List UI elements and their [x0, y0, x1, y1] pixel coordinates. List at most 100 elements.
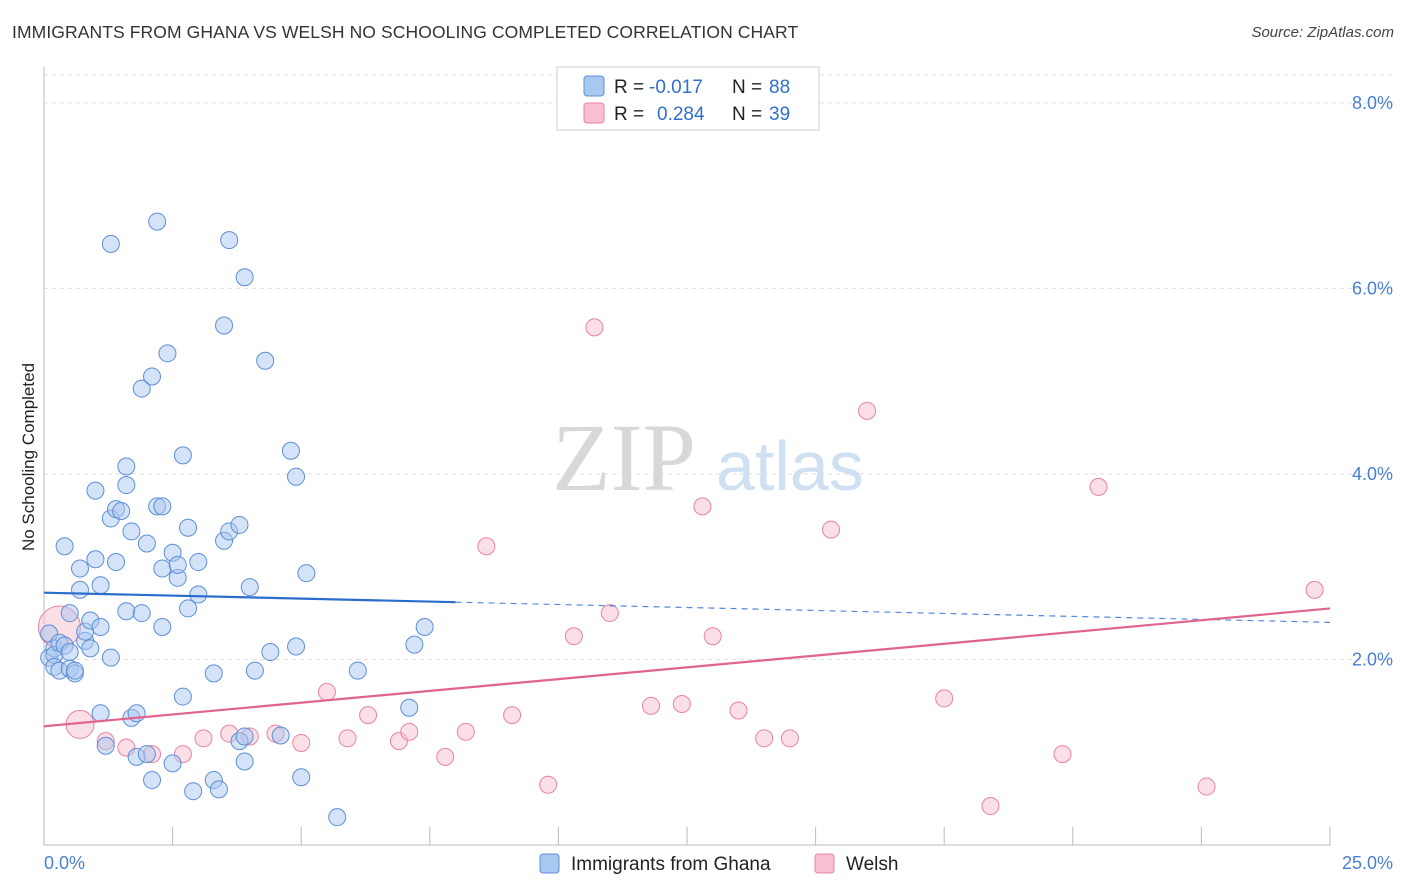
legend-label-ghana[interactable]: Immigrants from Ghana — [571, 854, 771, 875]
ghana-point-80 — [287, 467, 306, 486]
gridlines — [44, 74, 1393, 660]
welsh-point-18 — [477, 537, 496, 556]
ghana-point-34 — [117, 602, 136, 621]
ghana-point-25 — [96, 736, 115, 755]
ghana-point-61 — [189, 553, 208, 572]
x-tick-label-min: 0.0% — [44, 853, 85, 873]
ghana-point-20 — [86, 481, 105, 500]
stats-r-label-1: R = — [614, 77, 644, 98]
welsh-point-20 — [539, 775, 558, 794]
welsh-point-17 — [456, 722, 475, 741]
source-credit: Source: ZipAtlas.com — [1251, 24, 1394, 41]
welsh-point-37 — [1197, 777, 1216, 796]
ghana-point-76 — [256, 351, 275, 370]
ghana-point-58 — [179, 518, 198, 537]
chart-title: IMMIGRANTS FROM GHANA VS WELSH NO SCHOOL… — [12, 22, 799, 42]
welsh-point-24 — [641, 696, 660, 715]
ghana-point-19 — [81, 639, 100, 658]
ghana-point-15 — [71, 580, 90, 599]
welsh-point-28 — [729, 701, 748, 720]
legend-swatch-welsh[interactable] — [814, 853, 835, 874]
ghana-point-27 — [101, 234, 120, 253]
stats-legend: R = -0.017 N = 88 R = 0.284 N = 39 — [556, 66, 820, 131]
ghana-point-28 — [101, 648, 120, 667]
ghana-point-65 — [215, 316, 234, 335]
ghana-point-41 — [137, 534, 156, 553]
welsh-point-29 — [755, 729, 774, 748]
welsh-point-22 — [585, 318, 604, 337]
ghana-point-9 — [60, 643, 79, 662]
ghana-point-10 — [60, 604, 79, 623]
welsh-trend-line — [43, 607, 1331, 728]
ghana-trend-dashed — [455, 601, 1331, 623]
ghana-point-68 — [220, 231, 239, 250]
ghana-point-32 — [117, 476, 136, 495]
stats-r-value-1: -0.017 — [649, 77, 703, 98]
ghana-point-50 — [158, 344, 177, 363]
ghana-trend-solid — [43, 591, 456, 604]
welsh-point-6 — [194, 729, 213, 748]
ghana-point-22 — [91, 617, 110, 636]
ghana-point-79 — [281, 441, 300, 460]
legend-swatch-ghana[interactable] — [539, 853, 560, 874]
ghana-point-56 — [173, 687, 192, 706]
ghana-point-39 — [132, 379, 151, 398]
welsh-point-26 — [693, 497, 712, 516]
welsh-point-36 — [1089, 477, 1108, 496]
series-legend: Immigrants from Ghana Welsh — [539, 853, 898, 875]
y-tick-labels: 2.0% 4.0% 6.0% 8.0% — [1352, 93, 1393, 670]
ghana-point-14 — [71, 559, 90, 578]
welsh-point-21 — [564, 627, 583, 646]
ghana-point-64 — [209, 780, 228, 799]
stats-r-label-2: R = — [614, 104, 644, 125]
y-tick-label-3: 8.0% — [1352, 93, 1393, 113]
x-tick-label-max: 25.0% — [1342, 853, 1393, 873]
y-axis-label: No Schooling Completed — [19, 363, 38, 551]
ghana-point-57 — [179, 599, 198, 618]
watermark-atlas: atlas — [716, 427, 864, 505]
welsh-point-16 — [436, 747, 455, 766]
stats-swatch-blue — [583, 75, 605, 97]
ghana-point-29 — [107, 553, 126, 572]
stats-swatch-pink — [583, 102, 605, 124]
ghana-point-82 — [292, 768, 311, 787]
y-tick-label-0: 2.0% — [1352, 649, 1393, 669]
ghana-point-40 — [132, 604, 151, 623]
ghana-point-59 — [184, 782, 203, 801]
ghana-point-48 — [153, 497, 172, 516]
ghana-point-24 — [91, 576, 110, 595]
axes — [43, 67, 1331, 846]
ghana-point-55 — [173, 446, 192, 465]
welsh-point-23 — [600, 604, 619, 623]
ghana-point-77 — [261, 643, 280, 662]
ghana-points — [40, 212, 434, 827]
ghana-point-70 — [230, 515, 249, 534]
legend-label-welsh[interactable]: Welsh — [846, 854, 898, 875]
welsh-point-30 — [780, 729, 799, 748]
welsh-point-38 — [1305, 580, 1324, 599]
ghana-point-78 — [271, 726, 290, 745]
stats-r-value-2: 0.284 — [657, 104, 705, 125]
watermark-zip: ZIP — [552, 404, 696, 511]
welsh-points — [37, 318, 1324, 816]
ghana-point-54 — [168, 555, 187, 574]
ghana-point-8 — [55, 537, 74, 556]
ghana-point-46 — [148, 212, 167, 231]
ghana-point-52 — [163, 754, 182, 773]
ghana-point-49 — [153, 617, 172, 636]
ghana-point-85 — [348, 661, 367, 680]
welsh-point-25 — [672, 694, 691, 713]
ghana-point-21 — [86, 550, 105, 569]
welsh-point-13 — [359, 706, 378, 725]
ghana-point-47 — [153, 559, 172, 578]
y-tick-label-1: 4.0% — [1352, 464, 1393, 484]
welsh-point-15 — [400, 722, 419, 741]
welsh-point-34 — [981, 797, 1000, 816]
ghana-point-81 — [287, 637, 306, 656]
welsh-point-12 — [338, 729, 357, 748]
ghana-point-43 — [143, 367, 162, 386]
ghana-point-74 — [240, 578, 259, 597]
ghana-point-13 — [65, 661, 84, 680]
welsh-point-10 — [292, 733, 311, 752]
